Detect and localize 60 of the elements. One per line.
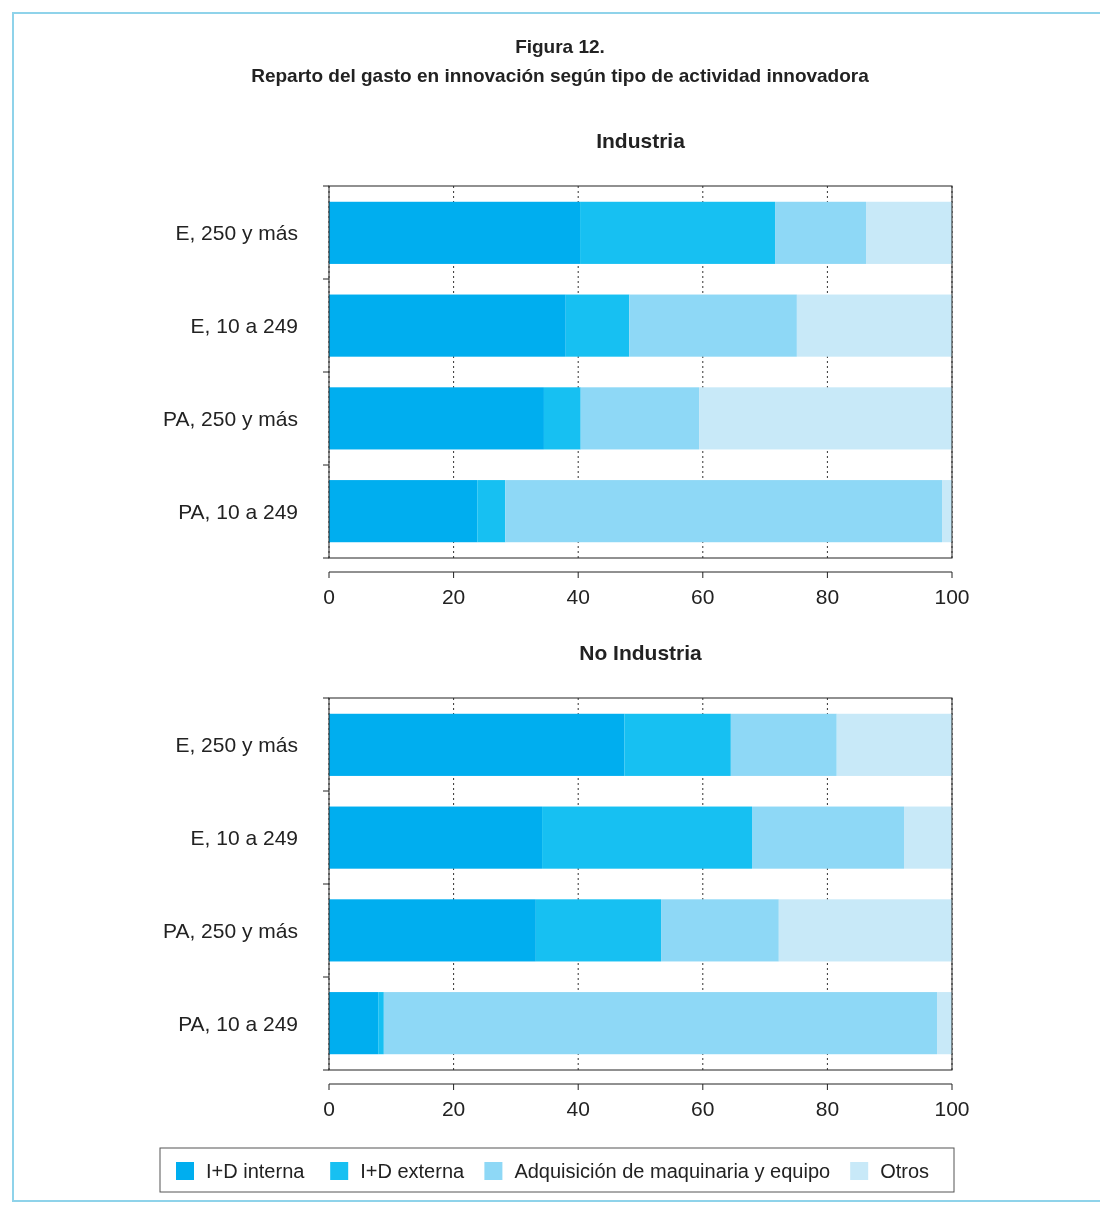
x-tick-label: 80 [815, 585, 840, 608]
bar [329, 201, 581, 264]
chart-title: Industria [596, 129, 686, 152]
bar [775, 201, 867, 264]
bar [699, 387, 952, 450]
y-tick-label: E, 10 a 249 [190, 313, 298, 337]
bar [942, 480, 952, 543]
bar [752, 806, 905, 869]
bar [565, 294, 630, 357]
bar [778, 899, 952, 962]
bar [329, 387, 544, 450]
x-tick-label: 80 [815, 1097, 840, 1120]
y-tick-label: PA, 250 y más [162, 918, 298, 942]
bar [383, 992, 938, 1055]
text: Figura 12. [515, 36, 605, 57]
bar [580, 201, 776, 264]
bar [580, 387, 700, 450]
legend-label: Adquisición de maquinaria y equipo [514, 1160, 831, 1182]
legend-label: I+D externa [360, 1160, 466, 1182]
bar [505, 480, 943, 543]
bar [329, 899, 536, 962]
y-tick-label: PA, 10 a 249 [178, 499, 298, 523]
x-tick-label: 0 [323, 1097, 335, 1120]
bar [329, 294, 566, 357]
bar [329, 480, 478, 543]
x-tick-label: 60 [691, 1097, 715, 1120]
bar [730, 713, 837, 776]
bar [624, 713, 731, 776]
x-tick-label: 40 [566, 1097, 590, 1120]
bar [796, 294, 952, 357]
x-tick-label: 100 [934, 1097, 970, 1120]
x-tick-label: 20 [441, 1097, 466, 1120]
bar [904, 806, 952, 869]
chart-title: No Industria [579, 641, 703, 664]
x-tick-label: 20 [441, 585, 466, 608]
bar [535, 899, 662, 962]
x-tick-label: 100 [934, 585, 970, 608]
bar [937, 992, 952, 1055]
bar [661, 899, 779, 962]
y-tick-label: PA, 250 y más [162, 406, 298, 430]
bar [329, 806, 543, 869]
x-tick-label: 60 [691, 585, 715, 608]
bar [329, 713, 625, 776]
y-tick-label: E, 250 y más [175, 733, 298, 757]
bar [866, 201, 952, 264]
bar [542, 806, 753, 869]
y-tick-label: E, 10 a 249 [190, 825, 298, 849]
bar [477, 480, 506, 543]
bar [543, 387, 581, 450]
legend-label: Otros [880, 1160, 930, 1182]
bar [378, 992, 384, 1055]
x-tick-label: 40 [566, 585, 590, 608]
bar [329, 992, 379, 1055]
x-tick-label: 0 [323, 585, 335, 608]
bar [836, 713, 952, 776]
text: Reparto del gasto en innovación según tipo de actividad innovadora [251, 65, 870, 86]
y-tick-label: PA, 10 a 249 [178, 1011, 298, 1035]
bar [629, 294, 797, 357]
y-tick-label: E, 250 y más [175, 221, 298, 245]
legend-label: I+D interna [206, 1160, 306, 1182]
